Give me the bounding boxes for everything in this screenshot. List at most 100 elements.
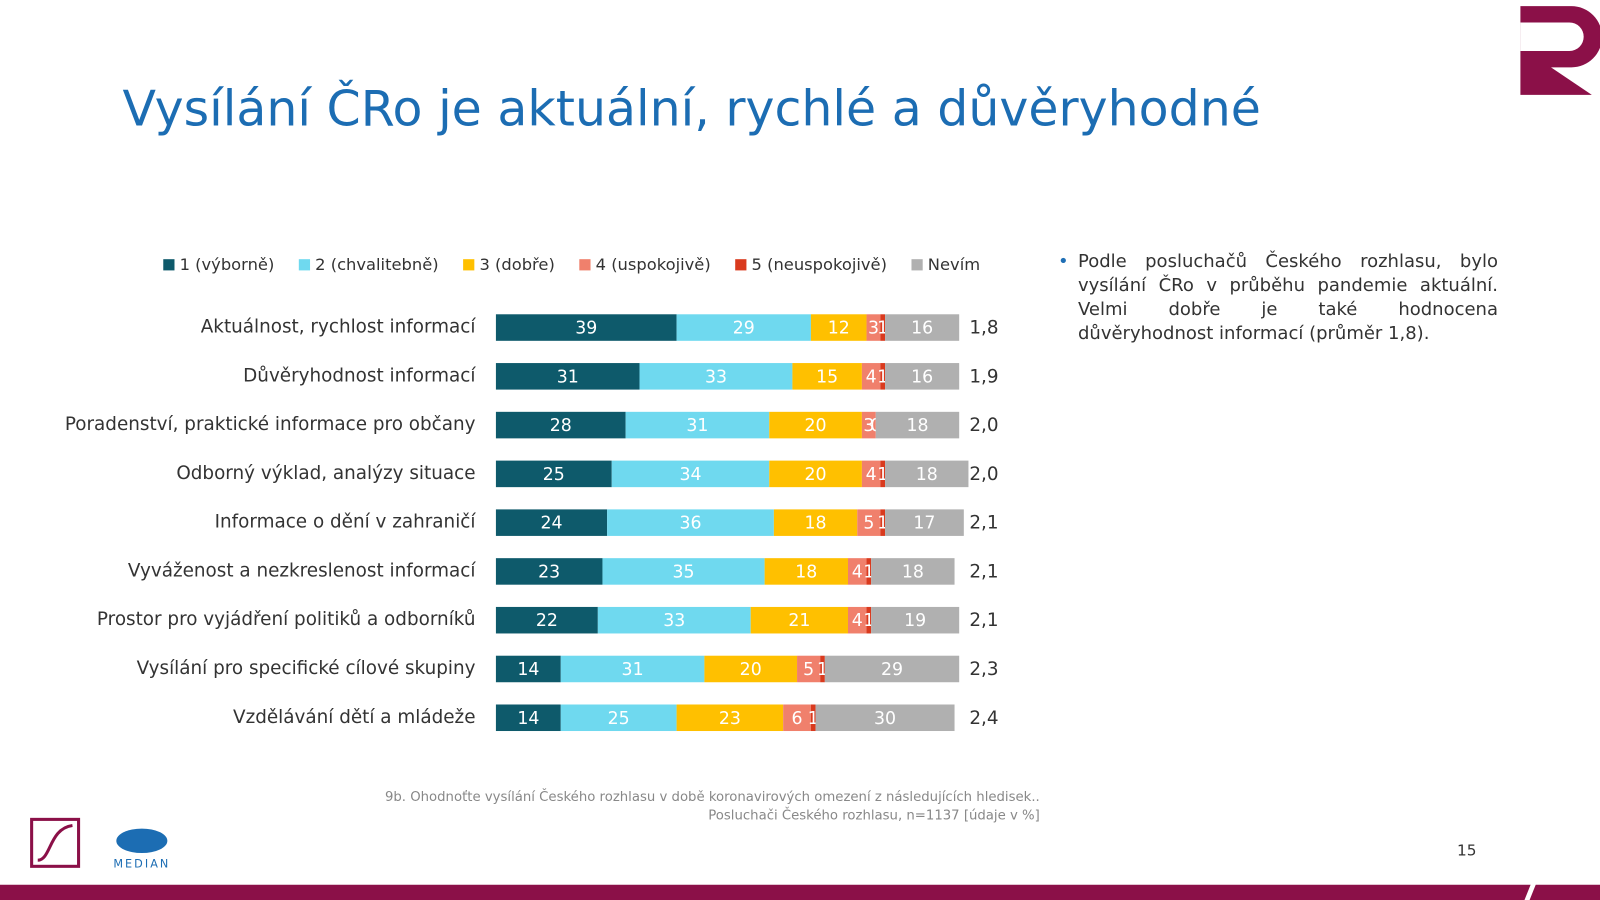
bar-segment: [495, 460, 612, 488]
data-label: 1: [863, 562, 874, 582]
data-label: 6: [792, 709, 803, 729]
logo-text: MEDIAN: [113, 857, 170, 870]
footnote: 9b. Ohodnoťte vysílání Českého rozhlasu …: [385, 787, 1040, 805]
data-label: 18: [906, 416, 928, 436]
bar-segment: [866, 606, 872, 634]
bar-segment: [750, 606, 849, 634]
bar-segment: [495, 363, 640, 390]
average-label: 1,8: [969, 318, 998, 339]
data-label: 31: [622, 660, 644, 680]
data-label: 18: [795, 562, 817, 582]
legend-label: Nevím: [928, 255, 980, 274]
logo-curve: [37, 823, 73, 862]
data-label: 1: [877, 514, 888, 534]
legend-label: 2 (chvalitebně): [315, 255, 438, 274]
data-label: 12: [828, 319, 850, 339]
data-label: 3: [868, 319, 879, 339]
legend-label: 5 (neuspokojivě): [752, 255, 887, 274]
category-label: Aktuálnost, rychlost informací: [201, 317, 477, 338]
bar-segment: [495, 509, 608, 536]
data-label: 16: [911, 319, 933, 339]
footnote: Posluchači Českého rozhlasu, n=1137 [úda…: [708, 805, 1040, 823]
bar-segment: [824, 655, 960, 683]
data-label: 1: [877, 465, 888, 485]
bar-segment: [783, 704, 811, 732]
data-label: 30: [874, 709, 896, 729]
data-label: 21: [788, 611, 810, 631]
data-label: 31: [686, 416, 708, 436]
average-label: 2,1: [969, 513, 998, 534]
data-label: 4: [852, 611, 863, 631]
bar-segment: [810, 704, 816, 732]
bar-segment: [769, 411, 862, 439]
bar-segment: [861, 411, 876, 439]
bar-segment: [848, 558, 867, 585]
legend-swatch: [298, 259, 311, 271]
data-label: 33: [705, 367, 727, 387]
data-label: 14: [517, 709, 539, 729]
data-label: 23: [719, 709, 741, 729]
category-label: Vysílání pro specifické cílové skupiny: [137, 658, 476, 679]
bar-segment: [880, 314, 886, 341]
bar-segment: [875, 411, 960, 439]
data-label: 4: [866, 465, 877, 485]
data-label: 1: [817, 660, 828, 680]
data-label: 18: [902, 562, 924, 582]
category-label: Důvěryhodnost informací: [243, 365, 476, 386]
bar-segment: [676, 704, 784, 732]
data-label: 17: [913, 514, 935, 534]
bar-segment: [764, 558, 849, 585]
bar-segment: [885, 314, 960, 341]
footer-bar: [1529, 884, 1600, 900]
bar-segment: [848, 606, 867, 634]
category-label: Vzdělávání dětí a mládeže: [233, 707, 475, 728]
bar-segment: [861, 363, 881, 390]
average-label: 2,0: [969, 464, 998, 485]
category-label: Informace o dění v zahraničí: [215, 512, 477, 533]
data-label: 25: [543, 465, 565, 485]
bar-segment: [815, 704, 955, 732]
legend-label: 3 (dobře): [479, 255, 554, 274]
bar-segment: [880, 363, 886, 390]
data-label: 31: [557, 367, 579, 387]
category-label: Poradenství, praktické informace pro obč…: [65, 414, 476, 435]
bar-segment: [866, 558, 872, 585]
data-label: 34: [679, 465, 701, 485]
legend-label: 4 (uspokojivě): [596, 255, 711, 274]
data-label: 24: [540, 514, 562, 534]
data-label: 28: [550, 416, 572, 436]
bar-segment: [792, 363, 862, 390]
bar-segment: [773, 509, 858, 536]
bar-segment: [871, 606, 960, 634]
average-label: 2,1: [969, 610, 998, 631]
average-label: 2,4: [969, 708, 998, 729]
bar-segment: [880, 509, 886, 536]
data-label: 4: [852, 562, 863, 582]
data-label: 18: [805, 514, 827, 534]
data-label: 22: [536, 611, 558, 631]
category-label: Prostor pro vyjádření politiků a odborní…: [97, 609, 476, 630]
data-label: 35: [673, 562, 695, 582]
average-label: 1,9: [969, 366, 998, 387]
data-label: 1: [863, 611, 874, 631]
bar-segment: [495, 314, 677, 341]
page-number: 15: [1457, 842, 1476, 860]
data-label: 3: [863, 416, 874, 436]
data-label: 4: [866, 367, 877, 387]
bar-segment: [676, 314, 811, 341]
bullet-text: Podle posluchačů Českého rozhlasu, bylo …: [1058, 250, 1498, 346]
bar-segment: [769, 460, 862, 488]
bar-segment: [607, 509, 774, 536]
bar-segment: [560, 655, 705, 683]
data-label: 16: [911, 367, 933, 387]
data-label: 20: [805, 416, 827, 436]
legend-swatch: [579, 259, 591, 271]
data-label: 5: [863, 514, 874, 534]
bar-segment: [560, 704, 677, 732]
footer-bar: [0, 884, 1531, 900]
bar-segment: [885, 460, 969, 488]
bar-segment: [495, 704, 561, 732]
bar-segment: [885, 509, 964, 536]
data-label: 23: [538, 562, 560, 582]
